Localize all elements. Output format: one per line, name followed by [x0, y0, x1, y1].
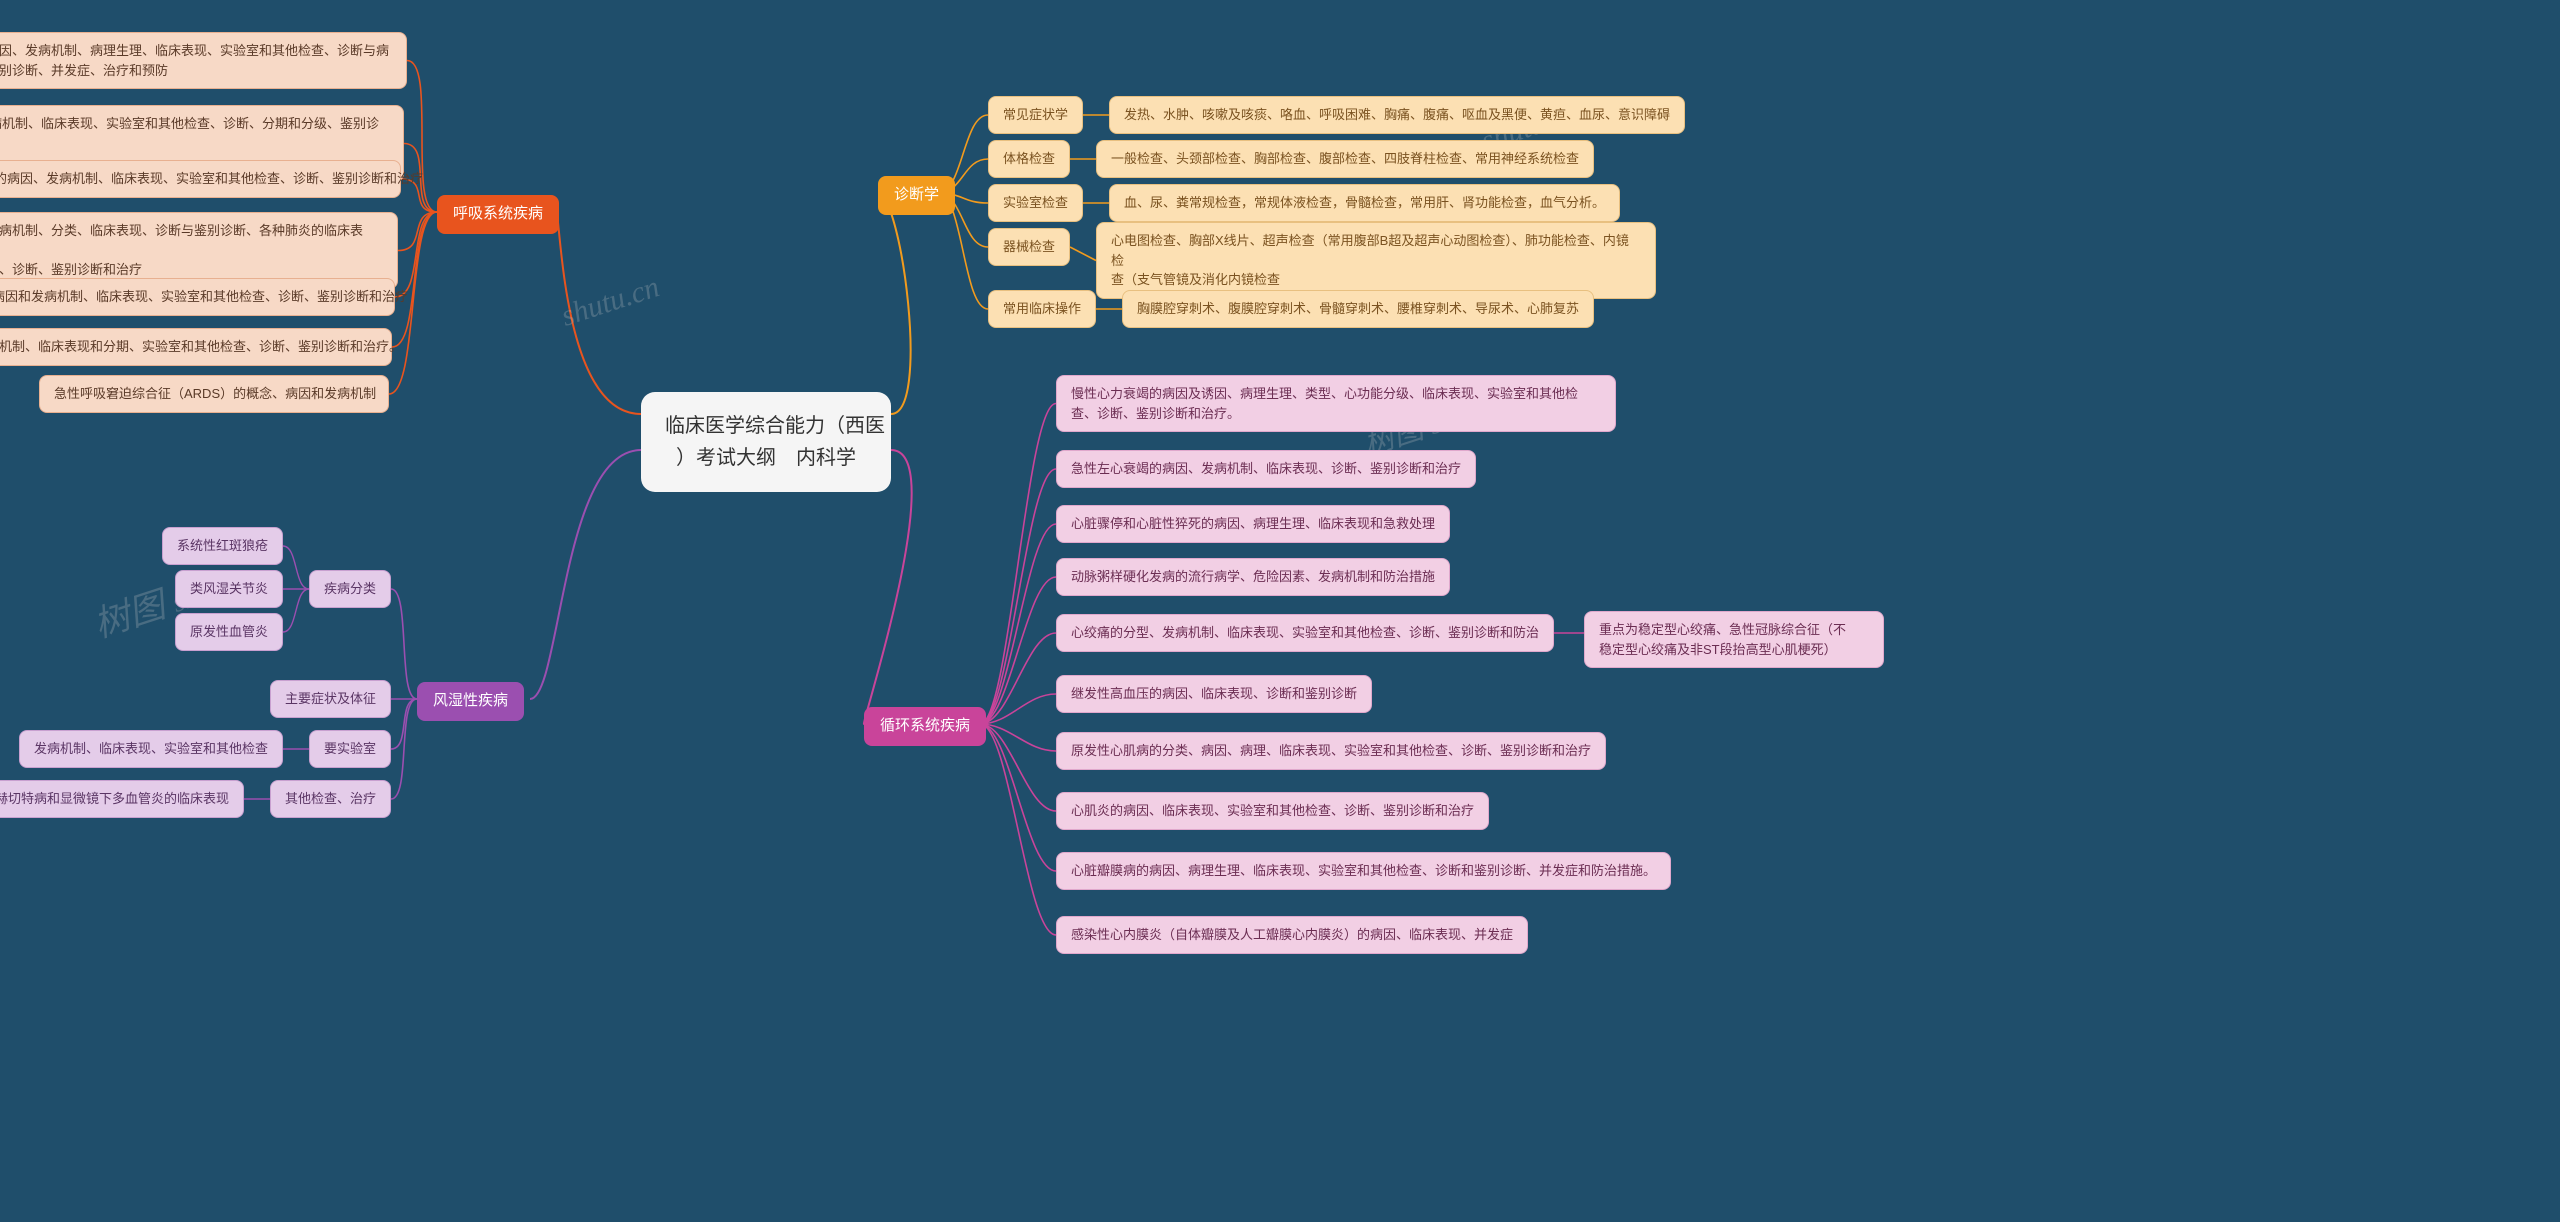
branch-label: 循环系统疾病: [880, 717, 970, 734]
leaf-node: 系统性红斑狼疮: [162, 527, 283, 565]
leaf-node: 血、尿、粪常规检查，常规体液检查，骨髓检查，常用肝、肾功能检查，血气分析。: [1109, 184, 1620, 222]
branch-rheumatic: 风湿性疾病: [417, 682, 524, 721]
leaf-node: 主要症状及体征: [270, 680, 391, 718]
leaf-node: 心绞痛的分型、发病机制、临床表现、实验室和其他检查、诊断、鉴别诊断和防治: [1056, 614, 1554, 652]
leaf-node: 原发性血管炎: [175, 613, 283, 651]
leaf-node: 肺脓肿的病因和发病机制、临床表现、实验室和其他检查、诊断、鉴别诊断和治疗: [0, 278, 395, 316]
leaf-node: 心脏骤停和心脏性猝死的病因、病理生理、临床表现和急救处理: [1056, 505, 1450, 543]
leaf-node: 心电图检查、胸部X线片、超声检查（常用腹部B超及超声心动图检查）、肺功能检查、内…: [1096, 222, 1656, 299]
leaf-node: 一般检查、头颈部检查、胸部检查、腹部检查、四肢脊柱检查、常用神经系统检查: [1096, 140, 1594, 178]
leaf-node: 疾病分类: [309, 570, 391, 608]
leaf-node: 要实验室: [309, 730, 391, 768]
leaf-node: 原发性支气管肺癌的病因和发病机制、临床表现和分期、实验室和其他检查、诊断、鉴别诊…: [0, 328, 392, 366]
branch-label: 呼吸系统疾病: [453, 205, 543, 222]
leaf-node: 体格检查: [988, 140, 1070, 178]
branch-label: 诊断学: [894, 186, 939, 203]
leaf-node: 支气管扩张症的病因、发病机制、临床表现、实验室和其他检查、诊断、鉴别诊断和治疗: [0, 160, 401, 198]
leaf-node: 慢性心力衰竭的病因及诱因、病理生理、类型、心功能分级、临床表现、实验室和其他检查…: [1056, 375, 1616, 432]
leaf-node: 心肌炎的病因、临床表现、实验室和其他检查、诊断、鉴别诊断和治疗: [1056, 792, 1489, 830]
leaf-node: 类风湿关节炎: [175, 570, 283, 608]
leaf-node: 常见症状学: [988, 96, 1083, 134]
leaf-node: 继发性高血压的病因、临床表现、诊断和鉴别诊断: [1056, 675, 1372, 713]
root-text: 临床医学综合能力（西医）考试大纲 内科学: [665, 415, 885, 469]
watermark: shutu.cn: [557, 270, 663, 333]
root-node: 临床医学综合能力（西医）考试大纲 内科学: [641, 392, 891, 492]
leaf-node: 动脉粥样硬化发病的流行病学、危险因素、发病机制和防治措施: [1056, 558, 1450, 596]
leaf-node: 重点为稳定型心绞痛、急性冠脉综合征（不稳定型心绞痛及非ST段抬高型心肌梗死）: [1584, 611, 1884, 668]
leaf-node: 原发性心肌病的分类、病因、病理、临床表现、实验室和其他检查、诊断、鉴别诊断和治疗: [1056, 732, 1606, 770]
leaf-node: 性阻塞性肺疾病的病因、发病机制、病理生理、临床表现、实验室和其他检查、诊断与病情…: [0, 32, 407, 89]
leaf-node: 发热、水肿、咳嗽及咳痰、咯血、呼吸困难、胸痛、腹痛、呕血及黑便、黄疸、血尿、意识…: [1109, 96, 1685, 134]
leaf-node: 其他检查、治疗: [270, 780, 391, 818]
branch-label: 风湿性疾病: [433, 692, 508, 709]
branch-diagnostics: 诊断学: [878, 176, 955, 215]
leaf-node: 常用临床操作: [988, 290, 1096, 328]
leaf-node: 胸膜腔穿刺术、腹膜腔穿刺术、骨髓穿刺术、腰椎穿刺术、导尿术、心肺复苏: [1122, 290, 1594, 328]
leaf-node: 贝赫切特病和显微镜下多血管炎的临床表现: [0, 780, 244, 818]
leaf-node: 急性左心衰竭的病因、发病机制、临床表现、诊断、鉴别诊断和治疗: [1056, 450, 1476, 488]
leaf-node: 感染性心内膜炎（自体瓣膜及人工瓣膜心内膜炎）的病因、临床表现、并发症: [1056, 916, 1528, 954]
leaf-node: 急性呼吸窘迫综合征（ARDS）的概念、病因和发病机制: [39, 375, 389, 413]
leaf-node: 发病机制、临床表现、实验室和其他检查: [19, 730, 283, 768]
leaf-node: 实验室检查: [988, 184, 1083, 222]
leaf-node: 器械检查: [988, 228, 1070, 266]
branch-circulatory: 循环系统疾病: [864, 707, 986, 746]
leaf-node: 心脏瓣膜病的病因、病理生理、临床表现、实验室和其他检查、诊断和鉴别诊断、并发症和…: [1056, 852, 1671, 890]
branch-respiratory: 呼吸系统疾病: [437, 195, 559, 234]
